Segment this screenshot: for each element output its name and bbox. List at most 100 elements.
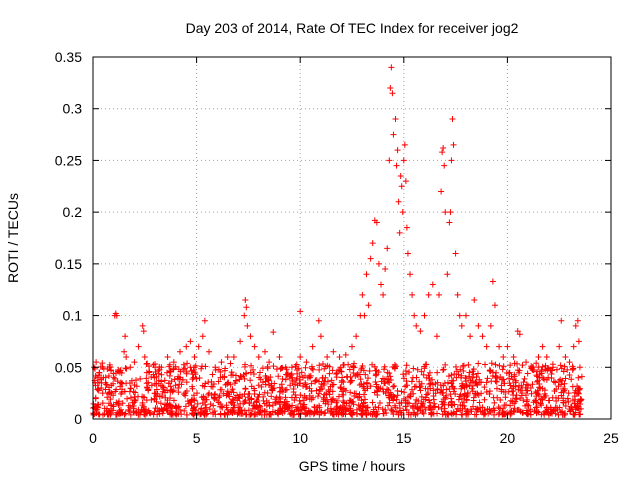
data-point [500,353,507,360]
data-point [170,359,177,366]
data-point [523,359,530,366]
data-point [276,353,283,360]
data-point [242,297,249,304]
data-point [139,322,146,329]
data-point [403,224,410,231]
data-point [439,149,446,156]
data-point [479,333,486,340]
grid-lines [93,57,611,419]
data-point [382,266,389,273]
data-point [421,312,428,319]
data-point [556,343,563,350]
data-point [270,329,277,336]
data-point [123,353,130,360]
noise-floor-markers [90,360,585,418]
data-point [390,131,397,138]
data-point [297,353,304,360]
data-point [330,348,337,355]
noise-floor-points [90,360,585,418]
data-point [440,145,447,152]
x-tick-label: 0 [89,430,97,446]
data-point [566,359,573,366]
data-point [441,162,448,169]
data-point [396,229,403,236]
data-point [297,308,304,315]
data-point [401,141,408,148]
data-point [483,343,490,350]
data-point [409,291,416,298]
data-point [397,172,404,179]
data-point [127,364,134,371]
x-tick-label: 5 [193,430,201,446]
data-point [425,291,432,298]
data-point [404,250,411,257]
x-tick-label: 15 [396,430,412,446]
data-point [303,359,310,366]
data-point [450,141,457,148]
data-point [369,240,376,247]
data-point [576,364,583,371]
data-point [467,333,474,340]
data-point [359,291,366,298]
data-point [317,333,324,340]
data-point [122,333,129,340]
data-point [141,353,148,360]
data-point [195,343,202,350]
data-point [266,359,273,366]
data-point [93,359,100,366]
data-point [164,353,171,360]
data-point [230,353,237,360]
data-point [487,322,494,329]
data-point [489,278,496,285]
y-tick-label: 0 [74,411,82,427]
data-point [380,291,387,298]
data-point [510,353,517,360]
data-point [241,312,248,319]
x-tick-label: 25 [603,430,619,446]
data-point [247,333,254,340]
data-point [113,312,120,319]
data-point [446,219,453,226]
data-point [438,188,445,195]
y-axis-label: ROTI / TECUs [5,193,21,283]
data-point [121,348,128,355]
data-point [237,338,244,345]
data-point [456,312,463,319]
data-point [244,322,251,329]
data-point [535,353,542,360]
data-point [400,157,407,164]
data-point [407,271,414,278]
data-point [562,353,569,360]
data-point [177,348,184,355]
data-point [389,90,396,97]
plot-frame [92,56,612,420]
data-point [458,322,465,329]
chart-title: Day 203 of 2014, Rate Of TEC Index for r… [186,20,519,36]
data-point [251,343,258,350]
data-point [558,317,565,324]
data-point [452,250,459,257]
data-point [475,322,482,329]
data-point [255,353,262,360]
data-point [471,297,478,304]
data-point [375,260,382,267]
data-point [574,317,581,324]
data-point [411,312,418,319]
data-point [224,353,231,360]
x-axis-label: GPS time / hours [299,458,406,474]
x-tick-label: 20 [500,430,516,446]
data-point [243,304,250,311]
data-point [417,328,424,335]
data-point [315,317,322,324]
y-tick-label: 0.25 [55,152,82,168]
data-point [201,317,208,324]
data-point [413,322,420,329]
data-point [388,64,395,71]
y-tick-label: 0.15 [55,256,82,272]
data-point [206,348,213,355]
data-point [399,209,406,216]
data-point [393,162,400,169]
data-point [570,343,577,350]
data-point [140,328,147,335]
